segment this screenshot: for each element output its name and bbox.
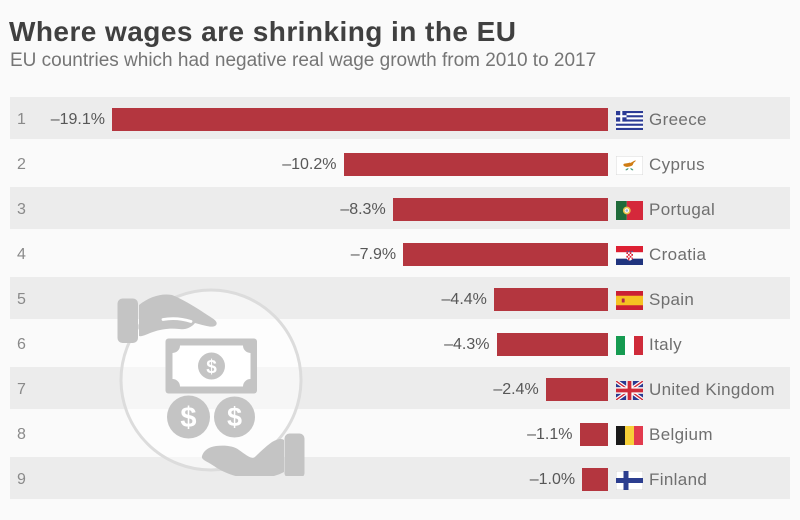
svg-text:$: $	[206, 357, 217, 378]
svg-text:$: $	[227, 402, 242, 432]
svg-text:$: $	[180, 402, 196, 434]
